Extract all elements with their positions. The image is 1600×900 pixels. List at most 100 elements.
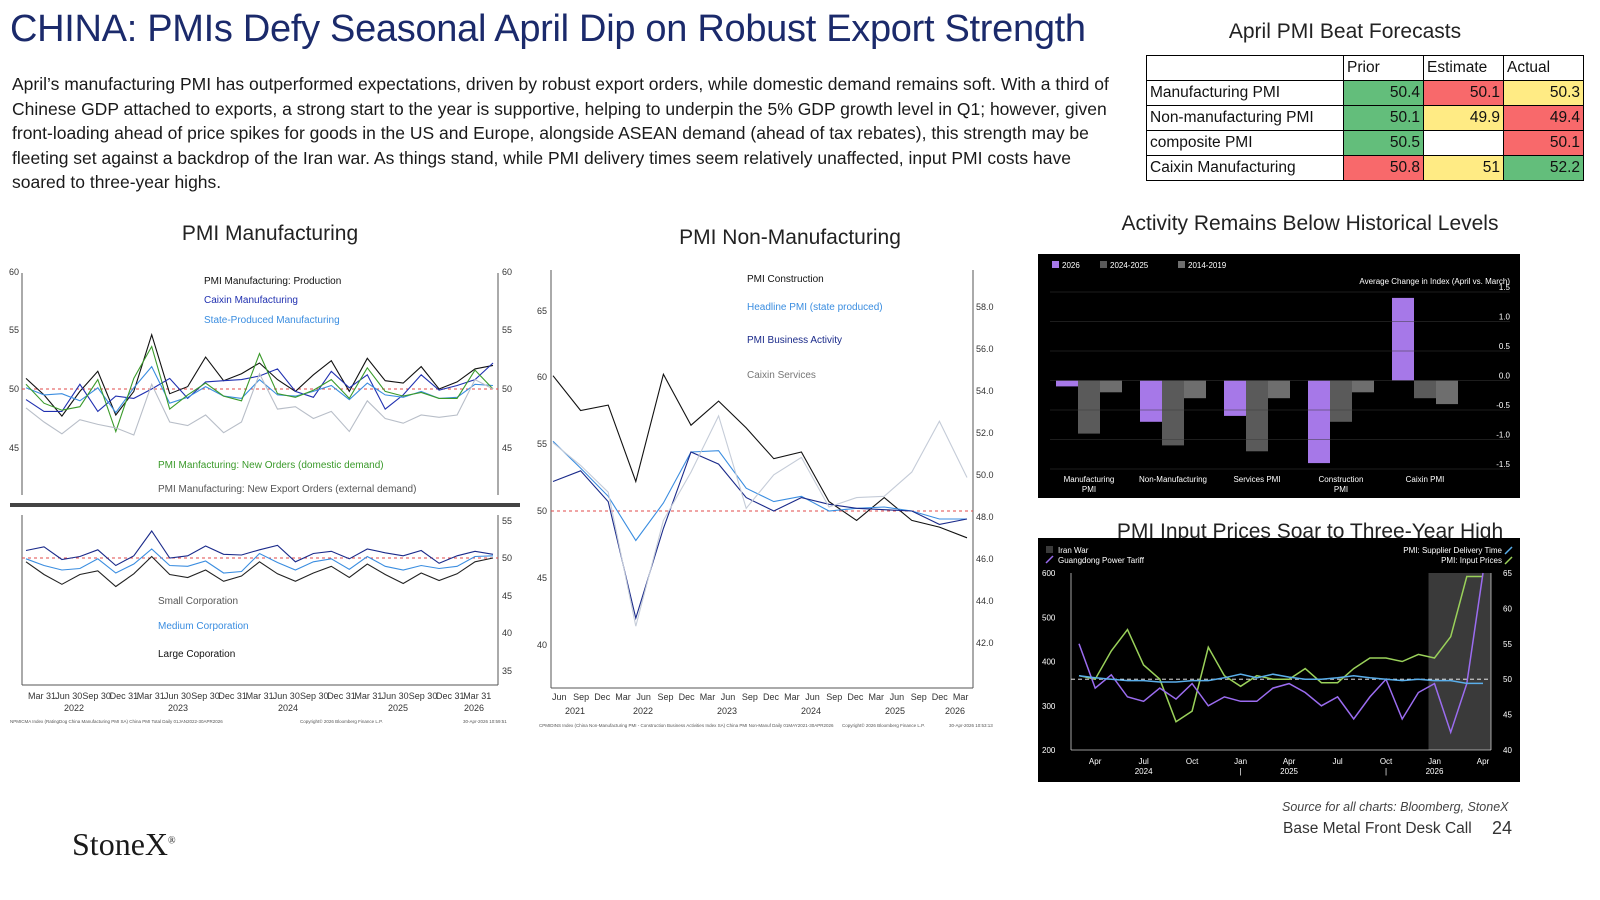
y-tick: -1.5 — [1496, 460, 1510, 469]
y-tick-right: 50.0 — [976, 470, 994, 480]
category-label: Manufacturing — [1064, 475, 1115, 484]
x-tick-label: Mar 31 — [354, 691, 382, 701]
legend-small-corp: Small Corporation — [158, 596, 238, 607]
y-tick-left: 500 — [1042, 613, 1056, 622]
pmi-forecast-table: Prior Estimate Actual Manufacturing PMI … — [1146, 55, 1584, 181]
x-tick-label: Apr — [1089, 757, 1102, 766]
y-tick: -0.5 — [1496, 401, 1510, 410]
table-header-row: Prior Estimate Actual — [1146, 55, 1584, 81]
y-tick-right: 60 — [1503, 604, 1512, 613]
x-tick-label: Mar 31 — [463, 691, 491, 701]
legend-caixin-services: Caixin Services — [747, 370, 816, 381]
legend-state: State-Produced Manufacturing — [204, 315, 340, 326]
table-header-cell — [1146, 55, 1344, 81]
activity-chart-title: Activity Remains Below Historical Levels — [1121, 212, 1499, 235]
estimate-cell — [1423, 130, 1504, 156]
year-label: 2023 — [717, 706, 737, 716]
table-header-cell: Estimate — [1423, 55, 1504, 81]
year-label: 2024 — [1135, 767, 1153, 776]
actual-cell: 49.4 — [1503, 105, 1584, 131]
x-tick-label: Sep — [911, 692, 927, 702]
row-label: Manufacturing PMI — [1146, 80, 1344, 106]
line-caixin-manufacturing — [25, 362, 494, 413]
bar-2014-2019-construction-pmi — [1352, 380, 1374, 393]
bar-2026-non-manufacturing — [1140, 380, 1162, 422]
actual-cell: 50.3 — [1503, 80, 1584, 106]
x-tick-label: Dec 31 — [327, 691, 356, 701]
table-title: April PMI Beat Forecasts — [1228, 20, 1462, 43]
legend-delivery: PMI: Supplier Delivery Time — [1403, 546, 1502, 555]
prior-cell: 50.5 — [1343, 130, 1424, 156]
x-tick-label: Mar — [953, 692, 969, 702]
table-header-cell: Actual — [1503, 55, 1584, 81]
row-label: Non-manufacturing PMI — [1146, 105, 1344, 131]
estimate-cell: 51 — [1423, 155, 1504, 181]
bar-2026-manufacturing-pmi — [1056, 380, 1078, 387]
bar-2024-2025-non-manufacturing — [1162, 380, 1184, 446]
x-tick-label: Apr — [1283, 757, 1296, 766]
y-tick-right: 50 — [502, 384, 512, 394]
y-tick: 60 — [9, 267, 19, 277]
y-tick-left: 600 — [1042, 569, 1056, 578]
activity-subtitle: Average Change in Index (April vs. March… — [1359, 277, 1510, 286]
page-title: CHINA: PMIs Defy Seasonal April Dip on R… — [10, 8, 1086, 50]
legend-label-2026: 2026 — [1062, 261, 1080, 270]
x-tick-label: Apr — [1477, 757, 1490, 766]
line-guangdong-power-tariff — [1078, 572, 1484, 735]
year-label: 2021 — [565, 706, 585, 716]
x-tick-label: Jan — [1428, 757, 1441, 766]
mfg-copyright: Copyright© 2026 Bloomberg Finance L.P. — [300, 718, 383, 724]
iran-war-shading — [1428, 573, 1491, 750]
x-tick-label: Jun — [890, 692, 905, 702]
category-label: Services PMI — [1233, 475, 1280, 484]
y-tick-right: 45 — [1503, 711, 1512, 720]
prior-cell: 50.4 — [1343, 80, 1424, 106]
legend-label-2014-2019: 2014-2019 — [1188, 261, 1227, 270]
y-tick-bottom: 55 — [502, 516, 512, 526]
y-tick-right: 52.0 — [976, 428, 994, 438]
legend-label-2024-2025: 2024-2025 — [1110, 261, 1149, 270]
estimate-cell: 50.1 — [1423, 80, 1504, 106]
y-tick: 45 — [9, 443, 19, 453]
line-pmi-manfacturing-new-orders-domestic-demand — [25, 345, 494, 434]
mfg-footnote: NPMICMA Index (RatingDog China Manufactu… — [10, 719, 223, 724]
y-tick-right: 55 — [1503, 640, 1512, 649]
legend-iran-war: Iran War — [1058, 546, 1089, 555]
y-tick-right: 55 — [502, 325, 512, 335]
input-chart: Iran War Guangdong Power Tariff PMI: Sup… — [1038, 538, 1520, 782]
year-label: 2025 — [885, 706, 905, 716]
x-tick-label: Sep 30 — [191, 691, 220, 701]
x-tick-label: Mar 31 — [246, 691, 274, 701]
legend-tariff-swatch — [1045, 555, 1054, 564]
line-pmi-construction — [552, 372, 968, 539]
x-tick-label: Mar 31 — [28, 691, 56, 701]
legend-swatch-2026 — [1052, 261, 1059, 268]
y-tick-bottom: 45 — [502, 591, 512, 601]
x-tick-label: Jun — [805, 692, 820, 702]
y-tick: 50 — [9, 384, 19, 394]
legend-medium-corp: Medium Corporation — [158, 621, 249, 632]
estimate-cell: 49.9 — [1423, 105, 1504, 131]
x-tick-label: Jun — [552, 692, 567, 702]
legend-delivery-swatch — [1504, 546, 1513, 555]
x-tick-label: Dec — [594, 692, 611, 702]
year-label: 2026 — [464, 703, 484, 713]
y-tick-bottom: 50 — [502, 553, 512, 563]
year-label: 2025 — [1280, 767, 1298, 776]
mfg-stamp: 30-Apr-2026 10:59:51 — [463, 719, 507, 724]
x-tick-label: Jun 30 — [382, 691, 409, 701]
bar-2024-2025-manufacturing-pmi — [1078, 380, 1100, 434]
y-tick-right: 46.0 — [976, 554, 994, 564]
y-tick-right: 54.0 — [976, 386, 994, 396]
year-label: 2024 — [801, 706, 821, 716]
y-tick: 65 — [537, 306, 547, 316]
x-tick-label: Dec 31 — [436, 691, 465, 701]
y-tick-bottom: 40 — [502, 628, 512, 638]
line-headline-pmi-state-produced — [552, 440, 967, 542]
y-tick-right: 50 — [1503, 675, 1512, 684]
mfg-chart-title: PMI Manufacturing — [181, 222, 359, 245]
row-label: composite PMI — [1146, 130, 1344, 156]
source-note: Source for all charts: Bloomberg, StoneX — [1282, 800, 1509, 814]
x-tick-label: Sep 30 — [409, 691, 438, 701]
y-tick: 1.5 — [1499, 283, 1511, 292]
